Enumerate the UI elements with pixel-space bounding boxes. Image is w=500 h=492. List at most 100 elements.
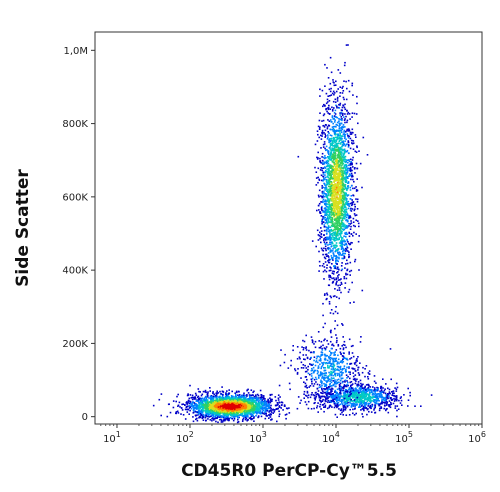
event-dot	[260, 412, 263, 414]
event-dot	[348, 159, 350, 161]
event-dot	[326, 181, 328, 183]
event-dot	[251, 407, 253, 410]
event-dot	[246, 408, 248, 411]
event-dot	[345, 202, 348, 205]
event-dot	[343, 137, 346, 140]
event-dot	[322, 250, 325, 252]
event-dot	[323, 266, 326, 268]
event-dot	[205, 406, 208, 408]
event-dot	[327, 199, 329, 201]
event-dot	[246, 405, 249, 407]
event-dot	[214, 416, 217, 419]
event-dot	[344, 252, 346, 255]
event-dot	[338, 200, 340, 203]
event-dot	[226, 404, 228, 406]
event-dot	[346, 109, 348, 112]
event-dot	[199, 391, 201, 393]
event-dot	[232, 416, 235, 418]
event-dot	[328, 301, 331, 303]
event-dot	[333, 131, 336, 133]
event-dot	[324, 199, 327, 201]
event-dot	[332, 176, 335, 178]
event-dot	[337, 163, 340, 166]
event-dot	[335, 166, 337, 169]
event-dot	[325, 170, 328, 173]
event-dot	[228, 392, 230, 395]
event-dot	[257, 410, 260, 413]
event-dot	[343, 255, 345, 257]
event-dot	[234, 410, 236, 412]
event-dot	[324, 247, 327, 250]
event-dot	[342, 172, 344, 174]
event-dot	[352, 235, 354, 237]
event-dot	[219, 395, 221, 398]
event-dot	[323, 126, 326, 128]
event-dot	[329, 274, 331, 277]
event-dot	[267, 407, 270, 410]
event-dot	[334, 186, 336, 189]
event-dot	[338, 253, 340, 256]
event-dot	[343, 277, 346, 280]
event-dot	[276, 404, 278, 406]
event-dot	[248, 411, 251, 414]
event-dot	[330, 245, 333, 248]
event-dot	[189, 401, 192, 403]
event-dot	[325, 160, 328, 162]
event-dot	[352, 140, 355, 142]
event-dot	[343, 160, 346, 163]
event-dot	[348, 255, 351, 258]
event-dot	[234, 392, 236, 394]
event-dot	[332, 81, 335, 83]
event-dot	[226, 412, 228, 414]
event-dot	[217, 406, 220, 408]
event-dot	[338, 212, 340, 214]
event-dot	[249, 405, 252, 408]
event-dot	[201, 412, 203, 414]
event-dot	[209, 390, 211, 392]
event-dot	[224, 408, 226, 410]
event-dot	[328, 181, 331, 183]
event-dot	[338, 232, 340, 235]
event-dot	[219, 399, 222, 401]
event-dot	[209, 410, 211, 413]
event-dot	[311, 240, 314, 242]
event-dot	[333, 128, 335, 131]
event-dot	[246, 389, 249, 391]
event-dot	[175, 400, 177, 403]
event-dot	[318, 196, 320, 198]
event-dot	[336, 100, 339, 102]
event-dot	[331, 192, 333, 194]
event-dot	[346, 245, 348, 248]
event-dot	[347, 144, 350, 146]
event-dot	[343, 166, 346, 169]
event-dot	[192, 405, 194, 407]
event-dot	[331, 217, 333, 219]
event-dot	[318, 202, 321, 205]
event-dot	[331, 155, 333, 158]
event-dot	[324, 202, 327, 205]
event-dot	[339, 147, 341, 149]
event-dot	[329, 234, 331, 236]
event-dot	[344, 204, 346, 207]
event-dot	[344, 212, 346, 214]
event-dot	[334, 191, 337, 194]
event-dot	[333, 115, 336, 117]
event-dot	[351, 281, 353, 284]
event-dot	[331, 258, 333, 260]
event-dot	[264, 404, 267, 406]
event-dot	[337, 154, 339, 157]
event-dot	[321, 179, 323, 182]
event-dot	[336, 237, 338, 240]
event-dot	[237, 394, 239, 396]
event-dot	[326, 217, 328, 220]
event-dot	[257, 405, 259, 407]
event-dot	[333, 148, 335, 150]
event-dot	[258, 406, 261, 409]
event-dot	[322, 194, 324, 197]
event-dot	[321, 167, 323, 170]
event-dot	[210, 415, 212, 418]
event-dot	[190, 405, 193, 408]
event-dot	[334, 209, 336, 211]
event-dot	[344, 176, 346, 179]
event-dot	[247, 401, 249, 403]
